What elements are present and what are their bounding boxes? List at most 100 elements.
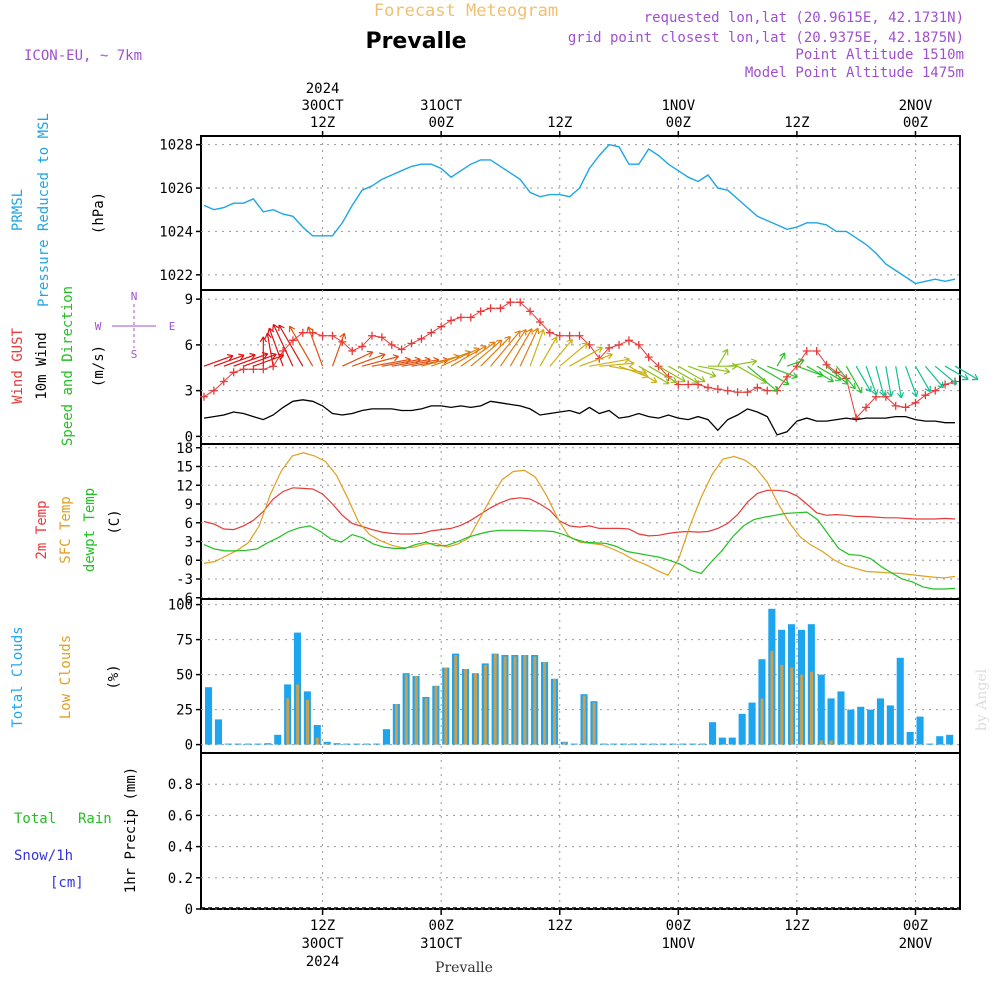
panel-frame	[200, 752, 961, 910]
wind-arrow	[944, 365, 969, 381]
footer-station: Prevalle	[435, 960, 493, 976]
wind-gust-marker	[812, 346, 821, 355]
wind-gust-marker	[901, 403, 910, 412]
wind-arrow	[767, 365, 798, 379]
temp-line-0	[203, 487, 956, 537]
wind-arrow	[668, 365, 699, 384]
temp-dewpt-label: dewpt Temp	[82, 488, 98, 572]
wind-arrow	[628, 365, 658, 383]
pressure-line	[203, 143, 956, 285]
low-cloud-bar	[543, 662, 547, 745]
wind-gust-marker	[535, 318, 544, 327]
panel-pressure: 1022 1024 1026 1028	[159, 135, 961, 291]
total-cloud-bar	[906, 732, 914, 745]
wind-arrow	[589, 356, 630, 367]
time-label-top: 12Z	[547, 115, 572, 131]
y-tick-label: 0	[185, 429, 193, 445]
low-cloud-bar	[819, 740, 823, 745]
time-label-top: 12Z	[310, 115, 335, 131]
total-cloud-bar	[689, 743, 697, 745]
time-label-top: 00Z	[666, 115, 691, 131]
total-cloud-bar	[600, 743, 608, 745]
total-cloud-bar	[333, 743, 341, 745]
wind-gust-marker	[328, 331, 337, 340]
total-cloud-bar	[867, 709, 875, 745]
total-cloud-bar	[837, 691, 845, 745]
wind-gust-marker	[456, 313, 465, 322]
wind-gust-marker	[348, 346, 357, 355]
wind-arrow	[306, 326, 324, 367]
y-tick-label: 1026	[159, 181, 193, 197]
y-tick-label: 1024	[159, 224, 193, 240]
y-tick-label: -6	[176, 591, 193, 607]
time-label-top: 1NOV	[661, 98, 695, 114]
total-cloud-bar	[709, 722, 717, 745]
total-cloud-bar	[244, 743, 252, 745]
y-tick-label: 9	[185, 292, 193, 308]
low-cloud-bar	[790, 667, 794, 745]
y-tick-label: 1028	[159, 138, 193, 154]
requested-coords: requested lon,lat (20.9615E, 42.1731N)	[644, 10, 964, 26]
pressure-msl-label: Pressure Reduced to MSL	[36, 113, 52, 307]
y-tick-label: 0	[185, 553, 193, 569]
time-label-bottom: 1NOV	[661, 936, 695, 952]
total-cloud-bar	[373, 743, 381, 745]
low-cloud-bar	[306, 699, 309, 745]
wind-arrow	[272, 323, 294, 367]
total-cloud-bar	[649, 743, 657, 745]
time-label-top: 31OCT	[420, 98, 463, 114]
wind-arrow	[278, 324, 304, 367]
wind-gust-marker	[565, 331, 574, 340]
wind-gust-marker	[466, 313, 475, 322]
low-cloud-bar	[800, 674, 804, 745]
low-clouds-label: Low Clouds	[58, 635, 74, 719]
wind-arrow	[934, 365, 958, 385]
total-cloud-bar	[926, 743, 934, 745]
time-label-bottom: 00Z	[903, 918, 928, 934]
y-tick-label: 0.6	[168, 808, 193, 824]
wind-gust-marker	[881, 392, 890, 401]
wind-gust-marker	[288, 336, 297, 345]
wind-gust-marker	[624, 336, 633, 345]
wind-arrow	[835, 365, 856, 390]
low-cloud-bar	[592, 702, 596, 745]
wind-gust-marker	[634, 340, 643, 349]
y-tick-label: 100	[168, 598, 193, 614]
low-cloud-bar	[503, 656, 507, 745]
clouds-unit-label: (%)	[106, 664, 122, 689]
top-title: Forecast Meteogram	[374, 1, 558, 21]
wind-arrow	[885, 366, 894, 397]
time-label-top: 12Z	[784, 115, 809, 131]
low-cloud-bar	[434, 685, 438, 745]
wind-gust-marker	[200, 392, 208, 401]
wind-arrow	[559, 342, 589, 367]
low-cloud-bar	[286, 698, 290, 745]
wind-gust-marker	[703, 383, 712, 392]
wind-gust-marker	[931, 386, 940, 395]
low-cloud-bar	[394, 704, 398, 745]
panel-temperature: -6 -3 0 3 6 9 12 15 18	[176, 441, 961, 607]
precip-unit-label: 1hr Precip (mm)	[123, 767, 139, 893]
wind-gust-marker	[219, 377, 228, 386]
low-cloud-bar	[533, 656, 537, 745]
time-label-bottom: 2NOV	[899, 936, 933, 952]
total-cloud-bar	[382, 729, 390, 745]
wind-arrow	[727, 358, 758, 367]
wind-arrow	[658, 365, 686, 383]
total-rain-label-rain: Rain	[78, 811, 112, 827]
total-cloud-bar	[313, 725, 321, 745]
y-tick-label: 1022	[159, 268, 193, 284]
low-cloud-bar	[523, 655, 527, 745]
total-cloud-bar	[738, 713, 746, 745]
wind-gust-marker	[298, 328, 307, 337]
total-cloud-bar	[699, 743, 707, 745]
total-cloud-bar	[659, 743, 667, 745]
total-cloud-bar	[946, 734, 954, 745]
wind-arrow	[855, 365, 872, 393]
total-cloud-bar	[254, 743, 262, 745]
total-rain-label-total: Total	[14, 811, 56, 827]
wind-arrow	[875, 366, 887, 397]
time-label-bottom: 12Z	[310, 918, 335, 934]
y-tick-label: 6	[185, 516, 193, 532]
wind-10m-line	[203, 399, 955, 436]
